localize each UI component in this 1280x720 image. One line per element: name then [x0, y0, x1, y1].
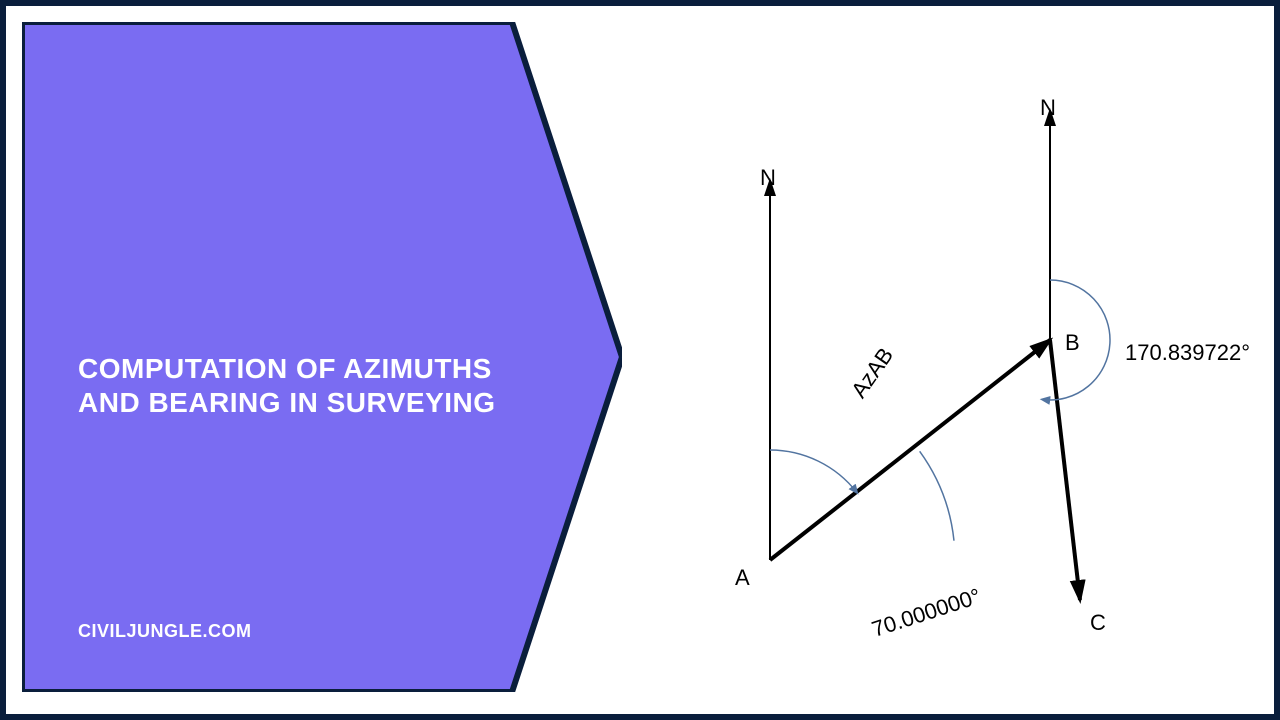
azimuth-diagram: A B C N N AzAB 70.000000° 170.839722°	[650, 70, 1260, 630]
point-a-label: A	[735, 565, 750, 591]
site-name: CIVILJUNGLE.COM	[78, 621, 252, 642]
north-a-label: N	[760, 165, 776, 191]
left-panel: COMPUTATION OF AZIMUTHS AND BEARING IN S…	[22, 22, 622, 692]
north-b-label: N	[1040, 95, 1056, 121]
b-angle-label: 170.839722°	[1125, 340, 1250, 366]
point-c-label: C	[1090, 610, 1106, 636]
page-title: COMPUTATION OF AZIMUTHS AND BEARING IN S…	[78, 352, 558, 419]
point-b-label: B	[1065, 330, 1080, 356]
